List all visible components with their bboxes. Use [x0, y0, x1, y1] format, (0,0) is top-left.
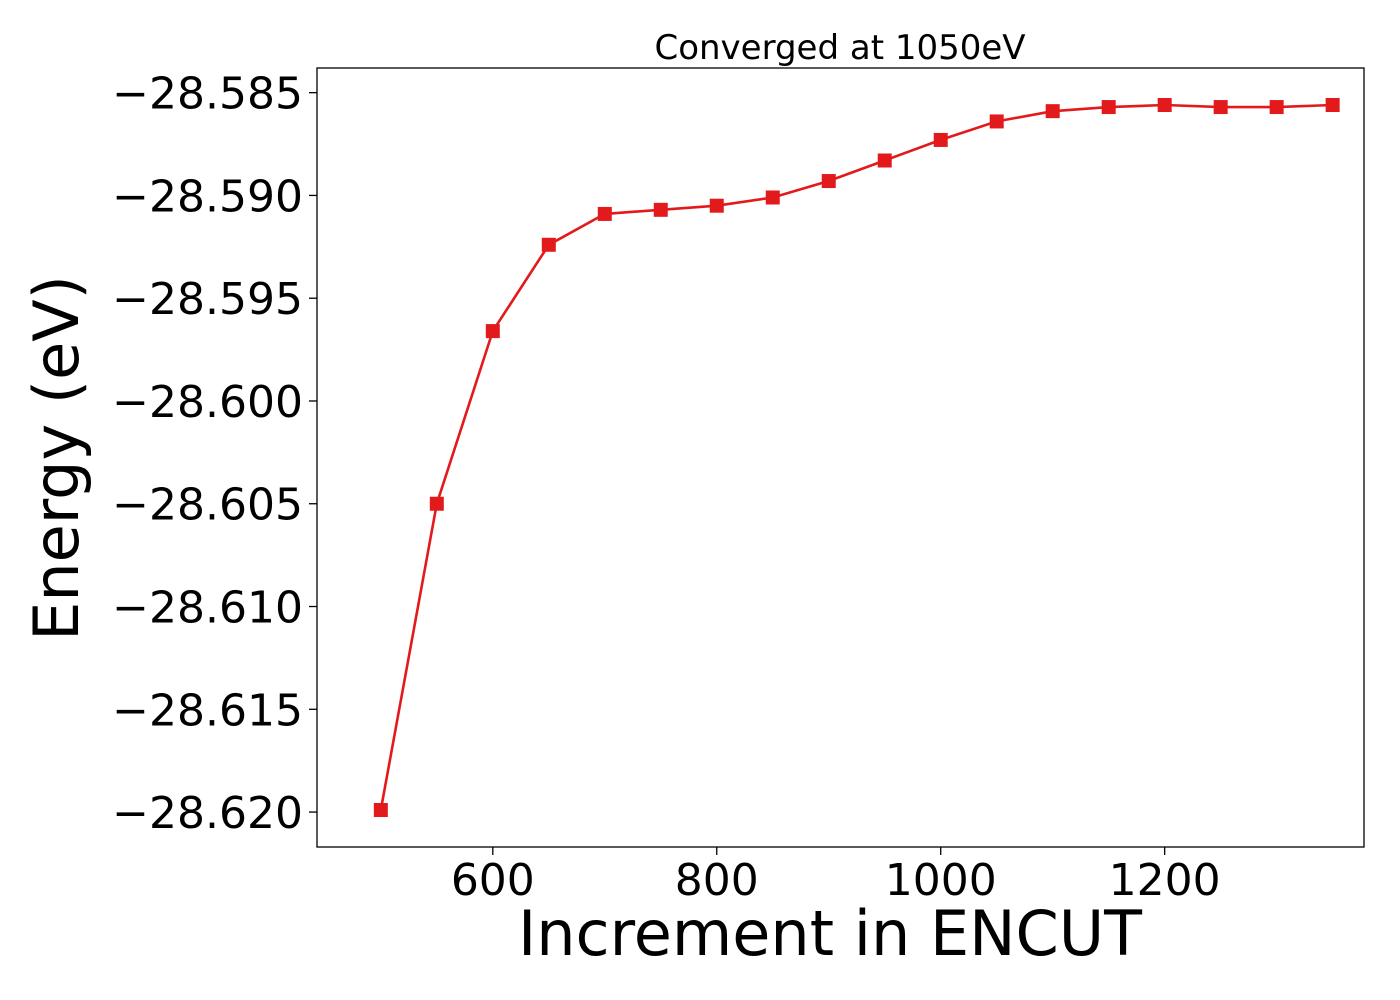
y-tick-label: −28.590: [112, 171, 303, 222]
y-tick-label: −28.610: [112, 583, 303, 634]
x-axis: 600 800 1000 1200: [451, 847, 1221, 906]
x-tick-label: 800: [675, 855, 759, 906]
data-point: [933, 132, 948, 147]
data-point: [485, 324, 500, 339]
y-tick-label: −28.605: [112, 480, 303, 531]
y-tick-label: −28.595: [112, 274, 303, 325]
data-point: [1101, 100, 1116, 115]
series-layer: [373, 97, 1340, 818]
data-point: [1213, 100, 1228, 115]
x-tick-label: 600: [451, 855, 535, 906]
data-point: [1325, 97, 1340, 112]
data-point: [373, 803, 388, 818]
y-axis-label: Energy (eV): [20, 275, 93, 641]
data-point: [709, 198, 724, 213]
data-point: [989, 114, 1004, 129]
data-point: [429, 496, 444, 511]
x-axis-label: Increment in ENCUT: [518, 897, 1143, 970]
data-point: [541, 237, 556, 252]
x-tick-label: 1000: [885, 855, 997, 906]
data-point: [877, 153, 892, 168]
y-axis: −28.585 −28.590 −28.595 −28.600 −28.605 −28.6…: [112, 69, 317, 839]
y-tick-label: −28.585: [112, 69, 303, 120]
y-tick-label: −28.615: [112, 685, 303, 736]
data-point: [765, 190, 780, 205]
chart-title: Converged at 1050eV: [654, 28, 1025, 68]
plot-frame: [316, 67, 1365, 848]
y-tick-label: −28.620: [112, 788, 303, 839]
y-tick-label: −28.600: [112, 377, 303, 428]
data-point: [1045, 104, 1060, 119]
data-point: [597, 206, 612, 221]
series-line: [379, 103, 1333, 811]
data-point: [1157, 97, 1172, 112]
data-point: [653, 202, 668, 217]
x-tick-label: 1200: [1109, 855, 1221, 906]
data-point: [821, 174, 836, 189]
data-point: [1269, 100, 1284, 115]
